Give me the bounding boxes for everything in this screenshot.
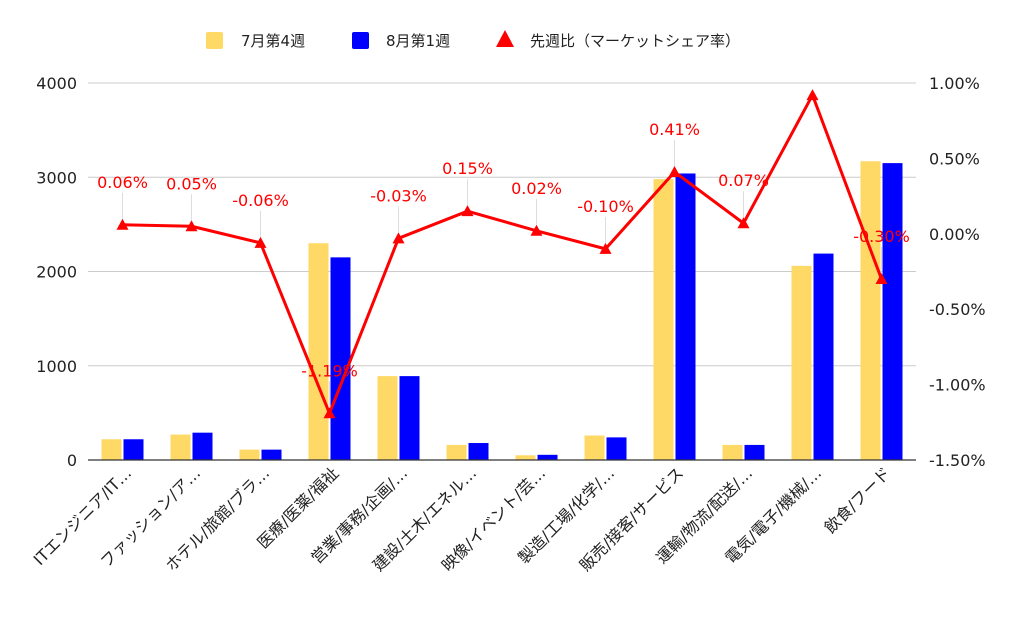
bar-series [101,161,903,461]
line-marker-triangle [668,165,681,177]
data-label: 0.05% [166,174,217,193]
bar-7w4 [860,161,881,461]
data-label: 0.07% [718,171,769,190]
legend-label-8w1: 8月第1週 [386,32,450,50]
bar-7w4 [653,179,674,460]
line-marker-triangle [530,224,543,236]
left-y-axis: 0 1000 2000 3000 4000 [36,74,77,470]
line-marker-triangle [599,242,612,254]
right-tick-label: -0.50% [929,300,986,319]
bar-8w1 [261,449,282,460]
line-marker-triangle [461,205,474,217]
line-marker-triangle [116,218,129,230]
category-labels: ITエンジニア/IT…ファッション/ア…ホテル/旅館/ブラ…医療/医薬/福祉営業… [30,463,895,575]
left-tick-label: 0 [67,451,77,470]
left-tick-label: 3000 [36,168,77,187]
bar-8w1 [882,163,903,461]
data-label: -0.06% [232,191,289,210]
data-label: 0.02% [511,179,562,198]
bar-8w1 [606,437,627,460]
bar-8w1 [813,253,834,460]
bar-7w4 [722,444,743,460]
line-marker-triangle [875,273,888,285]
line-marker-triangle [806,89,819,101]
right-y-axis: -1.50% -1.00% -0.50% 0.00% 0.50% 1.00% [929,74,986,470]
bar-8w1 [399,376,420,460]
line-marker-triangle [737,217,750,229]
line-marker-triangle [254,236,267,248]
legend-swatch-8w1 [352,32,369,49]
legend-label-7w4: 7月第4週 [241,32,305,50]
line-series [116,89,888,419]
data-label: 0.41% [649,120,700,139]
bar-8w1 [123,439,144,460]
bar-7w4 [515,455,536,460]
line-marker-triangle [323,407,336,419]
bar-7w4 [101,439,122,460]
data-label: -0.30% [853,227,910,246]
data-label: -1.19% [301,361,358,380]
right-tick-label: 1.00% [929,74,980,93]
legend-label-wow: 先週比（マーケットシェア率） [530,32,740,50]
right-tick-label: 0.50% [929,149,980,168]
category-label: 飲食/フード [821,463,895,537]
bar-8w1 [744,444,765,460]
left-tick-label: 2000 [36,263,77,282]
left-tick-label: 4000 [36,74,77,93]
bar-7w4 [446,444,467,460]
bar-8w1 [330,257,351,460]
gridlines [88,82,916,367]
left-tick-label: 1000 [36,357,77,376]
legend-swatch-7w4 [206,32,223,49]
right-tick-label: 0.00% [929,225,980,244]
bar-7w4 [239,449,260,460]
data-label: 0.06% [97,173,148,192]
legend: 7月第4週 8月第1週 先週比（マーケットシェア率） [206,30,740,50]
right-tick-label: -1.00% [929,376,986,395]
bar-7w4 [377,376,398,460]
bar-8w1 [192,432,213,460]
line-path [122,93,883,415]
data-labels: 0.06% 0.05% -0.06% -1.19% -0.03% 0.15% 0.02% -0… [97,120,910,408]
line-marker-triangle [185,220,198,232]
bar-8w1 [675,173,696,461]
right-tick-label: -1.50% [929,451,986,470]
bar-8w1 [537,454,558,460]
data-label: -0.03% [370,186,427,205]
bar-8w1 [468,443,489,460]
bar-7w4 [308,243,329,460]
data-label: 0.15% [442,159,493,178]
bar-7w4 [791,265,812,460]
bar-7w4 [170,434,191,460]
data-label: -0.10% [577,197,634,216]
line-marker-triangle [392,232,405,244]
bar-7w4 [584,435,605,460]
legend-triangle-icon [496,30,514,47]
